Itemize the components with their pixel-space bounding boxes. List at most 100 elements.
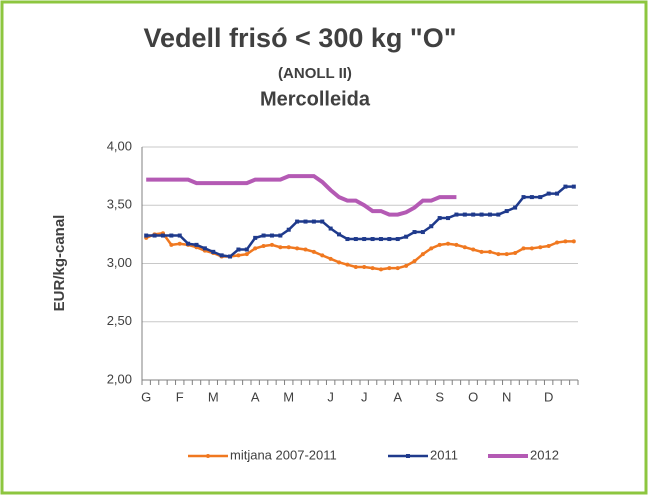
- point: [462, 245, 467, 250]
- point: [228, 254, 233, 259]
- x-tick-label: D: [544, 389, 553, 404]
- point: [286, 227, 291, 232]
- point: [479, 249, 484, 254]
- legend-label: 2011: [430, 447, 458, 462]
- point: [446, 241, 451, 246]
- point: [471, 212, 476, 217]
- x-tick-label: F: [176, 389, 184, 404]
- point: [169, 233, 174, 238]
- point: [571, 239, 576, 244]
- point: [303, 247, 308, 252]
- point: [244, 252, 249, 257]
- point: [513, 251, 518, 256]
- point: [328, 256, 333, 261]
- y-tick-label: 2,00: [107, 371, 132, 386]
- y-axis-label: EUR/kg-canal: [51, 215, 68, 312]
- point: [328, 226, 333, 231]
- point: [546, 244, 551, 249]
- point: [454, 212, 459, 217]
- point: [513, 205, 518, 210]
- point: [429, 246, 434, 251]
- point: [311, 219, 316, 224]
- point: [202, 246, 207, 251]
- chart-title: Vedell frisó < 300 kg "O": [144, 23, 457, 53]
- point: [420, 252, 425, 257]
- point: [429, 224, 434, 229]
- point: [320, 253, 325, 258]
- y-tick-label: 3,00: [107, 255, 132, 270]
- point: [555, 240, 560, 245]
- point: [286, 245, 291, 250]
- chart-source: Mercolleida: [260, 88, 371, 110]
- point: [487, 249, 492, 254]
- point: [253, 246, 258, 251]
- point: [521, 246, 526, 251]
- point: [412, 230, 417, 235]
- point: [538, 195, 543, 200]
- point: [362, 237, 367, 242]
- point: [303, 219, 308, 224]
- x-tick-label: G: [141, 389, 151, 404]
- point: [269, 242, 274, 247]
- legend-label: mitjana 2007-2011: [230, 447, 337, 462]
- point: [144, 233, 149, 238]
- point: [538, 245, 543, 250]
- point: [261, 233, 266, 238]
- x-tick-label: J: [361, 389, 368, 404]
- point: [404, 234, 409, 239]
- point: [253, 235, 258, 240]
- point: [177, 233, 182, 238]
- point: [194, 242, 199, 247]
- point: [236, 253, 241, 258]
- point: [261, 244, 266, 249]
- point: [211, 249, 216, 254]
- point: [529, 195, 534, 200]
- point: [462, 212, 467, 217]
- point: [169, 242, 174, 247]
- point: [295, 246, 300, 251]
- point: [387, 237, 392, 242]
- point: [504, 209, 509, 214]
- chart-subtitle: (ANOLL II): [278, 65, 352, 82]
- point: [571, 184, 576, 189]
- point: [487, 212, 492, 217]
- legend-marker: [206, 454, 210, 458]
- x-tick-label: A: [251, 389, 260, 404]
- point: [370, 237, 375, 242]
- point: [437, 216, 442, 221]
- point: [362, 264, 367, 269]
- point: [353, 264, 358, 269]
- point: [479, 212, 484, 217]
- point: [521, 195, 526, 200]
- y-tick-label: 3,50: [107, 197, 132, 212]
- x-tick-label: N: [502, 389, 511, 404]
- point: [496, 212, 501, 217]
- legend-label: 2012: [530, 447, 559, 462]
- point: [555, 191, 560, 196]
- y-tick-label: 2,50: [107, 313, 132, 328]
- point: [219, 253, 224, 258]
- point: [244, 247, 249, 252]
- point: [345, 237, 350, 242]
- point: [412, 259, 417, 264]
- series-line: [146, 174, 457, 217]
- point: [337, 232, 342, 237]
- point: [563, 239, 568, 244]
- x-tick-label: M: [283, 389, 294, 404]
- point: [311, 249, 316, 254]
- point: [378, 267, 383, 272]
- point: [404, 263, 409, 268]
- point: [437, 242, 442, 247]
- y-tick-label: 4,00: [107, 138, 132, 153]
- point: [395, 266, 400, 271]
- x-tick-label: A: [393, 389, 402, 404]
- point: [177, 241, 182, 246]
- point: [278, 233, 283, 238]
- point: [546, 191, 551, 196]
- point: [378, 237, 383, 242]
- point: [529, 246, 534, 251]
- point: [446, 216, 451, 221]
- x-tick-label: M: [208, 389, 219, 404]
